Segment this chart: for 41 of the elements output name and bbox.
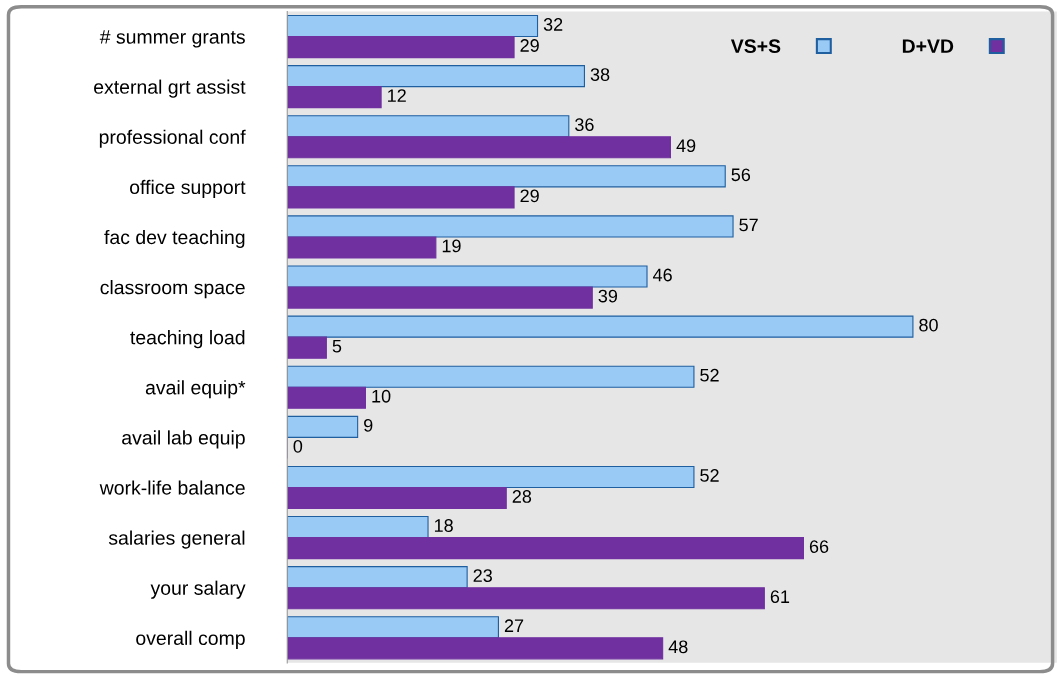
y-tick-label: avail lab equip [122, 430, 245, 449]
data-label: 38 [590, 68, 610, 81]
y-tick-label: overall comp [136, 630, 245, 649]
data-label: 12 [388, 89, 406, 102]
y-tick-label: fac dev teaching [104, 229, 245, 249]
data-label: 32 [543, 18, 563, 31]
data-label: 49 [676, 139, 696, 153]
data-label: 61 [770, 590, 790, 604]
data-label: 29 [520, 189, 539, 203]
data-label: 56 [731, 168, 751, 182]
data-label: 28 [512, 490, 532, 503]
data-label: 52 [700, 368, 719, 382]
data-label: 18 [434, 519, 453, 532]
legend-label: VS+S [730, 39, 781, 54]
data-label: 19 [442, 239, 461, 253]
data-label: 29 [520, 39, 539, 52]
data-label: 27 [504, 619, 524, 632]
data-label: 57 [739, 218, 758, 232]
y-tick-label: avail equip* [145, 380, 246, 399]
data-label: 9 [364, 418, 373, 432]
y-tick-label: salaries general [108, 530, 245, 549]
data-label: 39 [598, 289, 618, 303]
y-tick-label: office support [130, 179, 246, 198]
legend-label: D+VD [902, 39, 954, 53]
data-label: 46 [652, 268, 672, 282]
data-label: 10 [372, 389, 391, 403]
data-label: 48 [668, 640, 688, 654]
data-label: 0 [293, 439, 303, 453]
data-label: 66 [809, 540, 829, 553]
y-tick-label: classroom space [100, 280, 245, 299]
y-tick-label: work-life balance [99, 480, 245, 495]
y-tick-label: teaching load [130, 330, 245, 349]
y-tick-label: professional conf [99, 129, 246, 148]
data-label: 5 [332, 339, 342, 353]
y-tick-label: external grt assist [94, 79, 246, 98]
y-tick-label: # summer grants [99, 30, 245, 48]
data-label: 23 [473, 569, 492, 583]
y-tick-label: your salary [150, 580, 246, 599]
data-label: 80 [919, 318, 938, 332]
data-label: 52 [700, 469, 719, 482]
data-label: 36 [575, 118, 594, 132]
